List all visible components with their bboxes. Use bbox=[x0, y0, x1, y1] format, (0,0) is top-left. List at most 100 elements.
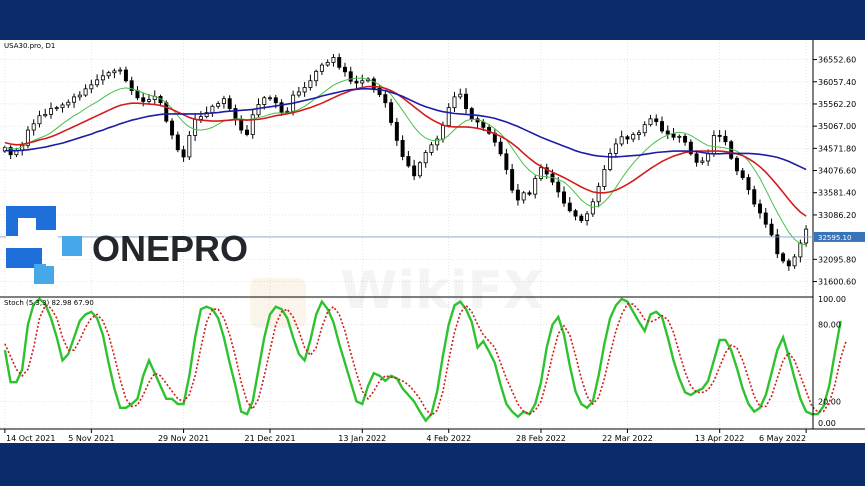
candle-body bbox=[25, 129, 30, 146]
time-tick-label: 4 Feb 2022 bbox=[426, 434, 471, 443]
candle-body bbox=[677, 135, 682, 138]
candle-body bbox=[181, 149, 186, 158]
price-tick-label: 36057.40 bbox=[818, 78, 856, 87]
candle-body bbox=[37, 115, 42, 125]
candle-body bbox=[804, 228, 809, 244]
candle-body bbox=[279, 102, 284, 113]
candle-body bbox=[406, 156, 411, 167]
candle-body bbox=[129, 80, 134, 92]
candle-body bbox=[642, 124, 647, 134]
candle-body bbox=[706, 153, 711, 162]
candle-body bbox=[452, 96, 457, 109]
candle-body bbox=[769, 223, 774, 236]
candle-body bbox=[198, 116, 203, 120]
candle-body bbox=[43, 113, 48, 117]
onepro-logo-text: ONEPRO bbox=[92, 228, 248, 269]
candle-body bbox=[400, 139, 405, 157]
price-tick-label: 34076.60 bbox=[818, 167, 856, 176]
stoch-label: Stoch (5,3,3) 82.98 67.90 bbox=[4, 299, 94, 307]
candle-body bbox=[250, 114, 255, 135]
time-tick-label: 5 Nov 2021 bbox=[68, 434, 114, 443]
time-tick-label: 6 May 2022 bbox=[759, 434, 806, 443]
stoch-main-line bbox=[3, 297, 842, 423]
candle-body bbox=[631, 134, 636, 140]
candle-body bbox=[734, 157, 739, 172]
candle-body bbox=[371, 78, 376, 89]
candle-body bbox=[556, 181, 561, 193]
stoch-tick-label: 20.00 bbox=[818, 397, 841, 406]
candle-body bbox=[175, 134, 180, 151]
chart-canvas[interactable]: WikiFX 36552.60 36057.40 35562.20 35067.00 3… bbox=[0, 40, 865, 443]
stoch-signal-line bbox=[4, 303, 848, 417]
candle-body bbox=[118, 69, 123, 72]
candle-body bbox=[567, 202, 572, 212]
candle-body bbox=[515, 189, 520, 201]
time-tick-label: 29 Nov 2021 bbox=[158, 434, 209, 443]
price-tick-label: 35562.20 bbox=[818, 100, 856, 109]
candle-body bbox=[533, 178, 538, 195]
price-tick-label: 36552.60 bbox=[818, 56, 856, 65]
candle-body bbox=[440, 125, 445, 140]
candle-body bbox=[498, 141, 503, 155]
candle-body bbox=[423, 152, 428, 164]
candle-body bbox=[268, 97, 273, 100]
candle-body bbox=[694, 153, 699, 163]
candle-body bbox=[579, 215, 584, 221]
candle-body bbox=[256, 104, 261, 116]
stoch-tick-label: 100.00 bbox=[818, 295, 846, 304]
candle-body bbox=[625, 136, 630, 140]
candle-body bbox=[227, 98, 232, 109]
candle-body bbox=[83, 88, 88, 96]
candle-body bbox=[792, 256, 797, 267]
candle-body bbox=[740, 170, 745, 178]
candle-body bbox=[665, 130, 670, 135]
current-price-value: 32595.10 bbox=[818, 234, 851, 242]
candle-body bbox=[458, 93, 463, 98]
candle-body bbox=[435, 138, 440, 146]
current-price-box bbox=[814, 231, 865, 242]
candle-body bbox=[717, 135, 722, 137]
candle-body bbox=[786, 260, 791, 267]
candle-body bbox=[585, 213, 590, 221]
candle-body bbox=[72, 96, 77, 103]
price-tick-label: 34571.80 bbox=[818, 144, 856, 153]
watermark-logo-icon bbox=[250, 278, 306, 328]
candle-body bbox=[360, 80, 365, 84]
candle-body bbox=[752, 189, 757, 205]
candle-body bbox=[798, 242, 803, 258]
symbol-label: USA30.pro, D1 bbox=[4, 42, 55, 50]
watermark-text: WikiFX bbox=[340, 261, 543, 321]
candle-body bbox=[221, 98, 226, 105]
candle-body bbox=[89, 84, 94, 90]
candle-body bbox=[60, 104, 65, 109]
candle-body bbox=[112, 70, 117, 74]
candle-body bbox=[308, 80, 313, 88]
price-tick-label: 31600.60 bbox=[818, 278, 856, 287]
candle-body bbox=[562, 191, 567, 204]
candle-body bbox=[671, 133, 676, 138]
candle-body bbox=[596, 186, 601, 203]
onepro-logo: ONEPRO bbox=[6, 206, 248, 284]
candle-body bbox=[319, 64, 324, 72]
candle-body bbox=[510, 169, 515, 191]
candle-body bbox=[723, 135, 728, 143]
candle-body bbox=[141, 97, 146, 102]
chart-frame: WikiFX 36552.60 36057.40 35562.20 35067.00 3… bbox=[0, 40, 865, 443]
candle-body bbox=[54, 107, 59, 110]
candle-body bbox=[193, 118, 198, 136]
candle-body bbox=[49, 108, 53, 115]
candle-body bbox=[348, 71, 353, 82]
candle-body bbox=[521, 192, 526, 201]
candle-body bbox=[602, 169, 607, 187]
candle-body bbox=[573, 210, 578, 217]
candle-body bbox=[700, 160, 705, 163]
price-tick-label: 33086.20 bbox=[818, 211, 856, 220]
candle-body bbox=[216, 103, 221, 107]
candle-body bbox=[758, 203, 762, 214]
candle-body bbox=[590, 201, 595, 215]
candle-body bbox=[285, 110, 290, 113]
candle-body bbox=[77, 94, 82, 98]
candle-body bbox=[619, 136, 624, 145]
candle-body bbox=[95, 79, 100, 86]
candle-body bbox=[147, 99, 151, 102]
